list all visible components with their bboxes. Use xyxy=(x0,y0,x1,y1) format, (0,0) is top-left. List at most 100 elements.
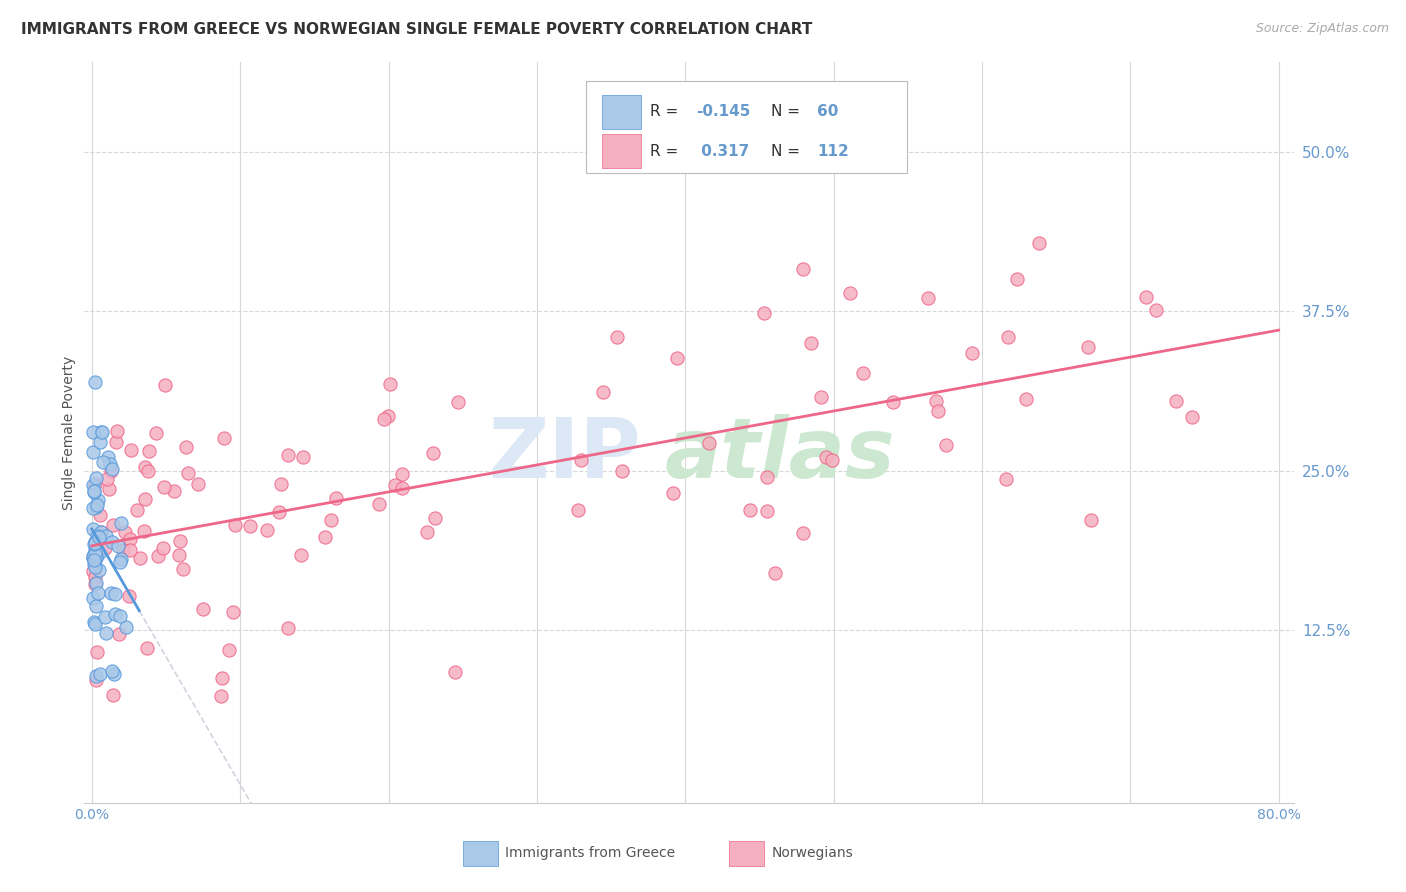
Point xyxy=(935,438,957,452)
Text: -0.145: -0.145 xyxy=(696,104,751,120)
Point xyxy=(87,493,110,508)
Point xyxy=(97,482,120,496)
Point xyxy=(90,425,112,439)
Point xyxy=(84,543,107,558)
Point xyxy=(86,498,108,512)
Point xyxy=(740,502,762,516)
Point xyxy=(1080,513,1102,527)
Point xyxy=(917,291,939,305)
Point xyxy=(384,478,406,492)
Text: R =: R = xyxy=(650,104,683,120)
Point xyxy=(218,643,240,657)
Text: 112: 112 xyxy=(817,144,849,159)
Point xyxy=(100,461,122,475)
Point xyxy=(319,513,342,527)
Point xyxy=(367,497,389,511)
Point xyxy=(290,548,312,562)
Point xyxy=(100,534,122,549)
Point xyxy=(110,552,132,566)
Point xyxy=(997,330,1019,344)
Point xyxy=(169,533,191,548)
Point xyxy=(172,562,194,576)
Text: 0.317: 0.317 xyxy=(696,144,749,159)
FancyBboxPatch shape xyxy=(728,840,763,866)
Point xyxy=(447,395,470,409)
Point xyxy=(89,435,111,450)
Text: Source: ZipAtlas.com: Source: ZipAtlas.com xyxy=(1256,22,1389,36)
Text: Norwegians: Norwegians xyxy=(770,847,853,860)
Point xyxy=(754,306,776,320)
Point xyxy=(132,524,155,538)
Point xyxy=(1028,235,1050,250)
Point xyxy=(277,621,299,635)
Point xyxy=(83,537,105,551)
Point xyxy=(423,511,446,525)
Point xyxy=(193,601,215,615)
Point xyxy=(697,436,720,450)
Point xyxy=(87,546,110,560)
Point xyxy=(82,549,104,563)
Point xyxy=(755,503,778,517)
Point xyxy=(569,453,592,467)
Point xyxy=(82,425,104,439)
Point xyxy=(211,671,233,685)
Point xyxy=(84,575,107,590)
Point xyxy=(82,477,104,491)
Point xyxy=(800,335,823,350)
Point xyxy=(927,404,949,418)
Point xyxy=(96,472,118,486)
Point xyxy=(1144,302,1167,317)
Point xyxy=(100,464,122,478)
Text: ZIP: ZIP xyxy=(488,414,641,495)
Point xyxy=(1181,409,1204,424)
Point xyxy=(666,351,689,365)
Point xyxy=(1015,392,1038,406)
Point xyxy=(152,541,174,556)
Point xyxy=(792,262,814,277)
Text: Immigrants from Greece: Immigrants from Greece xyxy=(505,847,675,860)
Point xyxy=(83,553,105,567)
Point xyxy=(103,667,125,681)
Text: 60: 60 xyxy=(817,104,838,120)
Point xyxy=(821,452,844,467)
Point xyxy=(810,390,832,404)
Point xyxy=(763,566,786,580)
Point xyxy=(373,411,395,425)
Point xyxy=(177,466,200,480)
Point xyxy=(135,641,157,656)
Point xyxy=(82,445,104,459)
Point xyxy=(606,330,628,344)
Point xyxy=(134,459,156,474)
Point xyxy=(136,464,159,478)
Point xyxy=(84,668,107,682)
Point xyxy=(187,476,209,491)
Point xyxy=(82,551,104,566)
Point xyxy=(925,394,948,409)
Point xyxy=(105,424,128,438)
Point xyxy=(90,525,112,540)
Point xyxy=(83,536,105,550)
Point xyxy=(84,549,107,563)
Point xyxy=(104,607,127,622)
Point xyxy=(167,549,190,563)
Point xyxy=(83,557,105,571)
Point xyxy=(82,591,104,606)
Point xyxy=(153,481,176,495)
Point xyxy=(110,516,132,531)
Point xyxy=(84,616,107,631)
Point xyxy=(90,425,112,439)
Point xyxy=(214,431,236,445)
Point xyxy=(391,467,413,482)
Point xyxy=(107,539,129,553)
Point xyxy=(222,605,245,619)
Point xyxy=(1007,272,1029,286)
Point xyxy=(93,610,115,624)
Point xyxy=(83,477,105,491)
Y-axis label: Single Female Poverty: Single Female Poverty xyxy=(62,356,76,509)
Point xyxy=(82,500,104,515)
Point xyxy=(814,450,837,464)
Point xyxy=(120,532,142,546)
Point xyxy=(86,645,108,659)
Point xyxy=(377,409,399,424)
Point xyxy=(1077,340,1099,354)
